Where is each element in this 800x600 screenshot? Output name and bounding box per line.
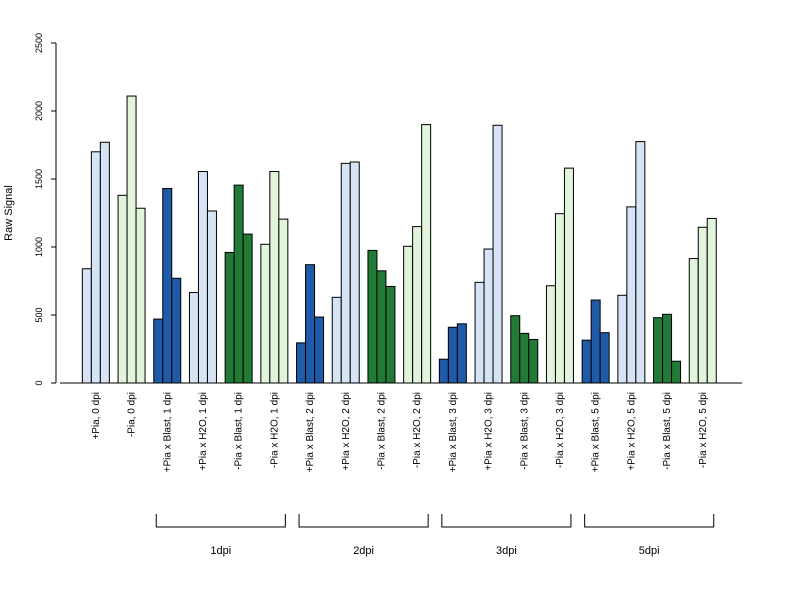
x-category-label: +Pia x Blast, 2 dpi	[305, 392, 316, 472]
bar	[81, 268, 92, 384]
bar	[376, 270, 387, 384]
bar	[563, 167, 574, 384]
group-bracket	[155, 514, 286, 528]
bar	[385, 285, 396, 384]
x-category-label: -Pia x Blast, 3 dpi	[519, 392, 530, 470]
x-category-label: +Pia x Blast, 3 dpi	[448, 392, 459, 472]
bar	[456, 323, 467, 384]
x-category-label: +Pia x H2O, 5 dpi	[626, 392, 637, 471]
x-category-label: -Pia x Blast, 2 dpi	[376, 392, 387, 470]
bar	[697, 226, 708, 384]
y-tick-label: 2000	[34, 101, 44, 121]
bar	[554, 213, 565, 384]
bar	[447, 326, 458, 384]
bar	[671, 360, 682, 384]
x-category-label: +Pia, 0 dpi	[91, 392, 102, 440]
x-category-label: -Pia x H2O, 2 dpi	[412, 392, 423, 468]
bar	[296, 342, 307, 384]
bar	[653, 317, 664, 384]
bar	[99, 141, 110, 384]
bar	[403, 245, 414, 384]
bar	[197, 171, 208, 384]
group-bracket	[298, 514, 429, 528]
y-axis-title: Raw Signal	[3, 185, 15, 241]
bar	[349, 161, 360, 384]
bar	[421, 124, 432, 384]
bar	[331, 296, 342, 384]
bar	[626, 206, 637, 384]
bar	[153, 318, 164, 384]
bar	[278, 218, 289, 384]
bar	[635, 141, 646, 384]
group-label: 5dpi	[639, 545, 660, 557]
bar	[305, 264, 316, 384]
x-category-label: -Pia x H2O, 5 dpi	[698, 392, 709, 468]
bar	[269, 171, 280, 384]
bar	[483, 248, 494, 384]
bar	[492, 124, 503, 384]
x-axis-labels: +Pia, 0 dpi -Pia, 0 dpi +Pia x Blast, 1 dp…	[91, 392, 709, 472]
group-bracket	[584, 514, 715, 528]
bar	[171, 277, 182, 384]
x-category-label: -Pia x Blast, 1 dpi	[234, 392, 245, 470]
bar	[590, 299, 601, 384]
bar	[545, 285, 556, 384]
bar	[581, 339, 592, 384]
group-bracket	[441, 514, 572, 528]
y-tick-label: 2500	[34, 33, 44, 53]
x-category-label: +Pia x Blast, 1 dpi	[162, 392, 173, 472]
x-category-label: +Pia x H2O, 1 dpi	[198, 392, 209, 471]
y-tick-label: 500	[34, 307, 44, 322]
bar	[662, 313, 673, 384]
x-category-label: -Pia, 0 dpi	[127, 392, 138, 437]
bar	[90, 151, 101, 384]
bar	[340, 162, 351, 384]
bar	[314, 316, 325, 384]
bar	[617, 294, 628, 384]
y-tick-label: 1000	[34, 237, 44, 257]
dpi-group-brackets: 1dpi 2dpi 3dpi 5dpi	[155, 514, 715, 557]
bar	[688, 258, 699, 384]
group-label: 3dpi	[496, 545, 517, 557]
bar	[528, 338, 539, 384]
bar	[126, 95, 137, 384]
bar	[233, 184, 244, 384]
y-tick-label: 0	[34, 380, 44, 385]
bar	[206, 210, 217, 384]
y-axis: 0 500 1000 1500 2000 2500	[34, 33, 57, 386]
x-category-label: +Pia x H2O, 2 dpi	[341, 392, 352, 471]
bars	[81, 95, 717, 384]
bar	[519, 332, 530, 384]
bar	[135, 207, 146, 384]
bar	[367, 249, 378, 384]
x-category-label: -Pia x Blast, 5 dpi	[662, 392, 673, 470]
x-category-label: +Pia x H2O, 3 dpi	[484, 392, 495, 471]
bar	[510, 315, 521, 384]
group-label: 2dpi	[353, 545, 374, 557]
bar	[599, 332, 610, 384]
bar	[412, 226, 423, 384]
bar	[224, 251, 235, 384]
bar	[242, 233, 253, 384]
bar	[438, 358, 449, 384]
x-category-label: +Pia x Blast, 5 dpi	[591, 392, 602, 472]
bar	[117, 194, 128, 384]
x-category-label: -Pia x H2O, 3 dpi	[555, 392, 566, 468]
bar	[706, 217, 717, 384]
y-tick-label: 1500	[34, 169, 44, 189]
x-category-label: -Pia x H2O, 1 dpi	[269, 392, 280, 468]
group-label: 1dpi	[210, 545, 231, 557]
bar	[188, 292, 199, 384]
bar	[162, 188, 173, 384]
bar	[474, 281, 485, 384]
bar	[260, 243, 271, 384]
